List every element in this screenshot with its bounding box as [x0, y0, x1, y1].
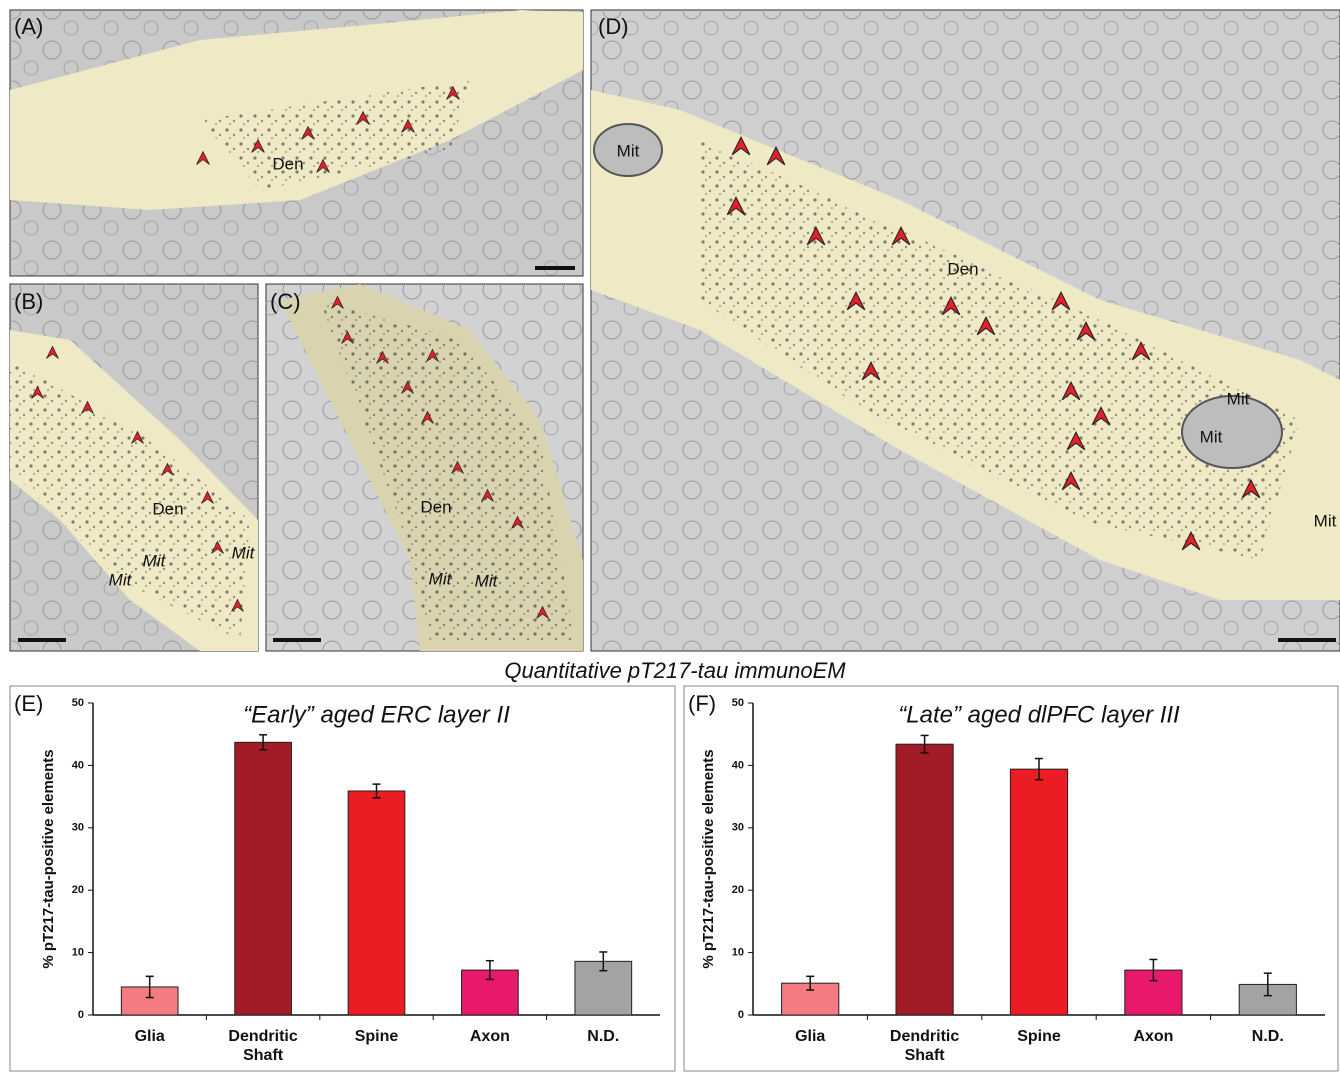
- chart-frame: [683, 685, 1339, 1072]
- annotation: Mit: [1200, 427, 1223, 446]
- em-panel-d: (D) Mit Den Mit Mit Mit: [590, 9, 1340, 652]
- y-tick-label: 10: [732, 947, 744, 959]
- section-title: Quantitative pT217-tau immunoEM: [504, 658, 846, 683]
- error-bar: [372, 783, 381, 799]
- em-panel-a: (A) Den: [9, 9, 584, 277]
- annotation: Mit: [429, 569, 453, 588]
- annotation: Mit: [475, 571, 499, 590]
- y-axis-label: % pT217-tau-positive elements: [700, 749, 717, 968]
- annotation: Mit: [1227, 389, 1250, 408]
- bar: [347, 790, 406, 1016]
- bar: [234, 741, 292, 1016]
- x-tick-label: Spine: [354, 1028, 399, 1045]
- y-tick-label: 20: [72, 884, 84, 896]
- error-bar: [599, 951, 608, 972]
- y-tick-label: 0: [78, 1009, 84, 1021]
- y-tick-label: 0: [738, 1009, 744, 1021]
- em-panel-c: (C) Den Mit Mit: [265, 283, 584, 652]
- error-bar: [806, 975, 815, 991]
- panel-label: (C): [270, 289, 301, 314]
- annotation: Mit: [143, 551, 167, 570]
- chart-title: “Late” aged dlPFC layer III: [898, 701, 1180, 728]
- x-tick-label: Axon: [1133, 1028, 1174, 1045]
- annotation: Den: [272, 154, 303, 173]
- x-tick-label: Dendritic Shaft: [228, 1028, 298, 1064]
- y-tick-label: 40: [732, 759, 744, 771]
- annotation: Den: [420, 497, 451, 516]
- x-tick-label: Axon: [469, 1028, 510, 1045]
- y-tick-label: 10: [72, 947, 84, 959]
- annotation: Den: [152, 499, 183, 518]
- error-bar: [145, 975, 154, 999]
- chart-frame: [9, 685, 676, 1072]
- x-tick-label: N.D.: [1251, 1028, 1284, 1045]
- x-tick-label: Dendritic Shaft: [889, 1028, 960, 1064]
- y-tick-label: 50: [732, 697, 744, 709]
- panel-label: (E): [14, 691, 43, 716]
- chart-title: “Early” aged ERC layer II: [243, 701, 510, 728]
- y-tick-label: 30: [732, 822, 744, 834]
- y-axis-label: % pT217-tau-positive elements: [40, 749, 57, 968]
- error-bar: [485, 959, 494, 981]
- panel-label: (A): [14, 14, 43, 39]
- bar: [895, 743, 954, 1016]
- y-tick-label: 30: [72, 822, 84, 834]
- bar: [1009, 768, 1069, 1016]
- annotation: Den: [947, 259, 978, 278]
- panel-label: (B): [14, 289, 43, 314]
- error-bar: [1263, 972, 1272, 997]
- x-tick-label: Glia: [795, 1028, 826, 1045]
- error-bar: [920, 734, 929, 754]
- y-tick-label: 20: [732, 884, 744, 896]
- y-tick-label: 40: [72, 759, 84, 771]
- annotation: Mit: [109, 570, 133, 589]
- error-bar: [1035, 757, 1043, 781]
- panel-label: (F): [688, 691, 716, 716]
- error-bar: [1149, 958, 1158, 982]
- x-tick-label: Spine: [1017, 1028, 1061, 1045]
- x-tick-label: Glia: [134, 1028, 165, 1045]
- annotation: Mit: [232, 543, 256, 562]
- error-bar: [259, 734, 268, 751]
- panel-label: (D): [598, 14, 629, 39]
- annotation: Mit: [1314, 511, 1337, 530]
- em-panel-b: (B) Den Mit Mit Mit: [9, 283, 259, 652]
- x-tick-label: N.D.: [587, 1028, 620, 1045]
- annotation: Mit: [617, 141, 640, 160]
- y-tick-label: 50: [72, 697, 84, 709]
